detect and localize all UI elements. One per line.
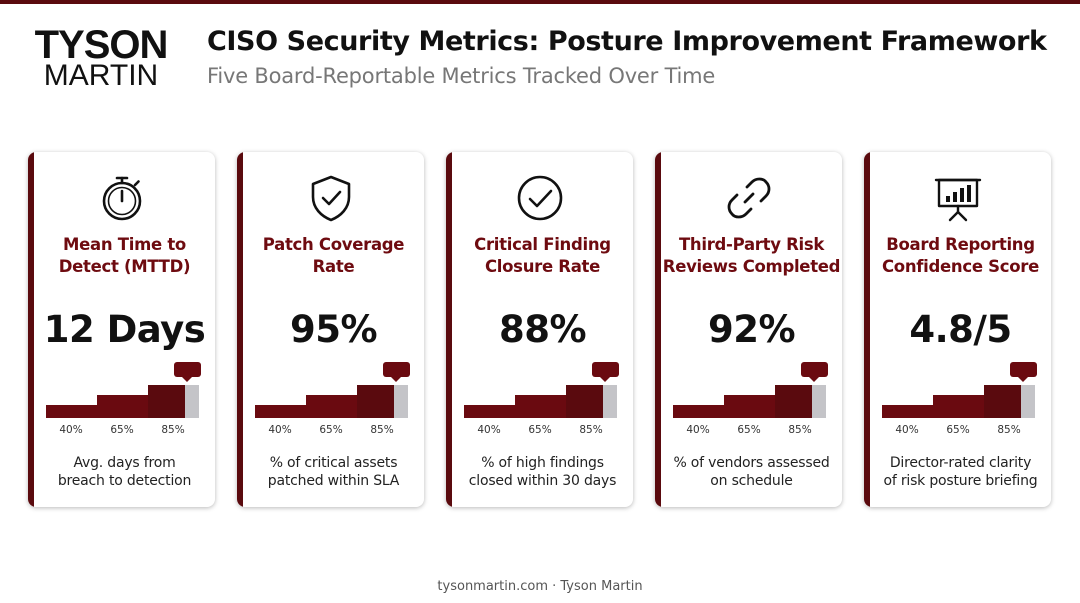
- metric-value: 4.8/5: [909, 308, 1012, 351]
- metric-card-critical-closure: Critical Finding Closure Rate 88% 40% 65…: [446, 152, 633, 507]
- bar-remaining: [394, 385, 408, 418]
- progress-bars: [255, 360, 415, 418]
- tick-labels: 40% 65% 85%: [268, 424, 394, 436]
- metric-label: Third-Party Risk Reviews Completed: [662, 235, 841, 276]
- metric-card-board-confidence: Board Reporting Confidence Score 4.8/5 4…: [864, 152, 1051, 507]
- card-accent: [28, 152, 34, 507]
- brand-logo: TYSON MARTIN: [26, 23, 176, 92]
- top-accent-bar: [0, 0, 1080, 4]
- current-marker: [801, 362, 828, 382]
- card-accent: [864, 152, 870, 507]
- current-marker: [1010, 362, 1037, 382]
- bar-65: [97, 395, 148, 418]
- metric-value: 12 Days: [43, 308, 206, 351]
- metric-value: 88%: [498, 308, 587, 351]
- bar-85: [775, 385, 812, 418]
- bar-40: [882, 405, 933, 418]
- bar-40: [46, 405, 97, 418]
- bar-remaining: [185, 385, 199, 418]
- bar-85: [357, 385, 394, 418]
- stopwatch-icon: [96, 172, 148, 224]
- bar-40: [673, 405, 724, 418]
- chain-link-icon: [723, 172, 775, 224]
- logo-bottom-text: MARTIN: [43, 59, 159, 92]
- bar-85: [566, 385, 603, 418]
- progress-bars: [464, 360, 624, 418]
- presentation-chart-icon: [932, 172, 984, 224]
- check-circle-icon: [514, 172, 566, 224]
- bar-40: [464, 405, 515, 418]
- metric-label: Patch Coverage Rate: [262, 235, 405, 276]
- progress-bars: [46, 360, 206, 418]
- bar-remaining: [812, 385, 826, 418]
- tick-labels: 40% 65% 85%: [686, 424, 812, 436]
- metric-value: 92%: [707, 308, 796, 351]
- bar-65: [724, 395, 775, 418]
- metric-label: Mean Time to Detect (MTTD): [58, 235, 191, 276]
- bar-remaining: [603, 385, 617, 418]
- progress-bars: [673, 360, 833, 418]
- bar-65: [933, 395, 984, 418]
- metric-card-third-party-risk: Third-Party Risk Reviews Completed 92% 4…: [655, 152, 842, 507]
- progress-bars: [882, 360, 1042, 418]
- metric-label: Board Reporting Confidence Score: [881, 235, 1040, 276]
- bar-85: [148, 385, 185, 418]
- shield-check-icon: [305, 172, 357, 224]
- current-marker: [174, 362, 201, 382]
- page-title: CISO Security Metrics: Posture Improveme…: [207, 26, 1047, 57]
- metric-value: 95%: [289, 308, 378, 351]
- card-accent: [237, 152, 243, 507]
- metric-description: Avg. days from breach to detection: [57, 455, 192, 489]
- bar-85: [984, 385, 1021, 418]
- metric-description: Director-rated clarity of risk posture b…: [883, 455, 1038, 489]
- card-accent: [655, 152, 661, 507]
- metric-description: % of vendors assessed on schedule: [673, 455, 830, 489]
- bar-65: [306, 395, 357, 418]
- footer-credit: tysonmartin.com · Tyson Martin: [437, 579, 643, 594]
- metric-card-patch-coverage: Patch Coverage Rate 95% 40% 65% 85% % of…: [237, 152, 424, 507]
- metric-description: % of high findings closed within 30 days: [468, 455, 617, 489]
- card-accent: [446, 152, 452, 507]
- tick-labels: 40% 65% 85%: [477, 424, 603, 436]
- logo-top-text: TYSON: [34, 23, 169, 67]
- metric-card-mttd: Mean Time to Detect (MTTD) 12 Days 40% 6…: [28, 152, 215, 507]
- bar-65: [515, 395, 566, 418]
- metric-label: Critical Finding Closure Rate: [474, 235, 611, 276]
- metric-description: % of critical assets patched within SLA: [267, 455, 400, 489]
- current-marker: [592, 362, 619, 382]
- bar-remaining: [1021, 385, 1035, 418]
- tick-labels: 40% 65% 85%: [895, 424, 1021, 436]
- page-subtitle: Five Board-Reportable Metrics Tracked Ov…: [207, 64, 716, 88]
- current-marker: [383, 362, 410, 382]
- tick-labels: 40% 65% 85%: [59, 424, 185, 436]
- bar-40: [255, 405, 306, 418]
